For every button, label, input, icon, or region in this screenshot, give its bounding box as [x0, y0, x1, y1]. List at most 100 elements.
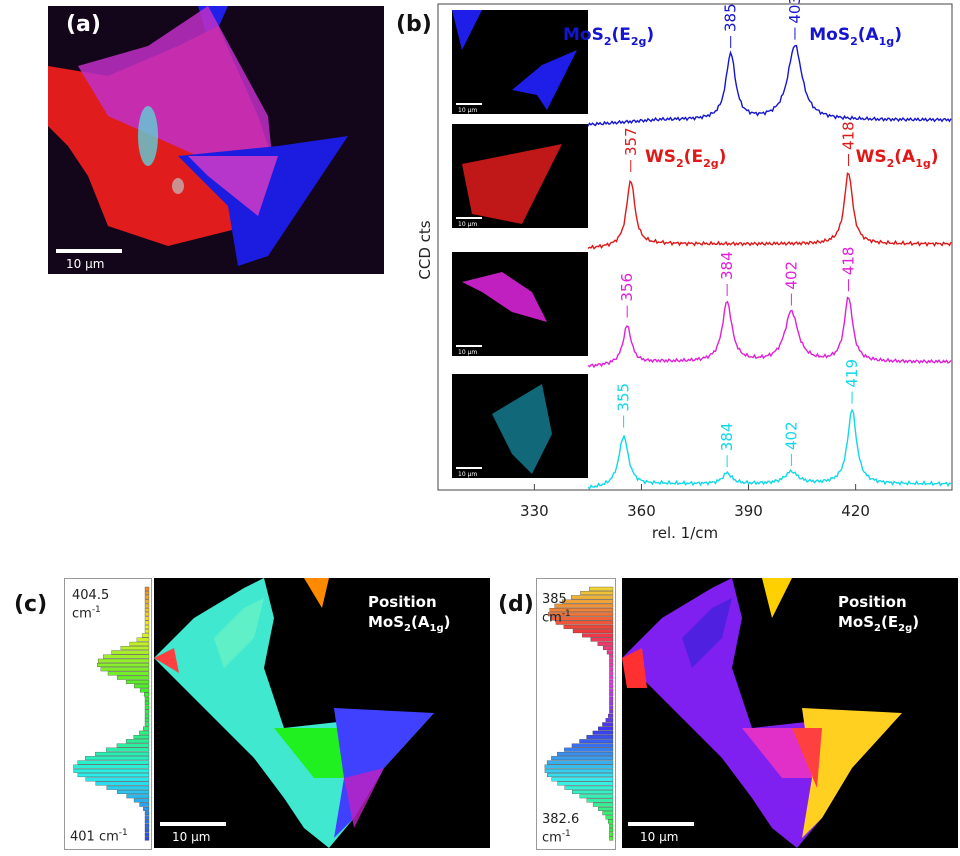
hist-d-bar — [605, 718, 614, 723]
hist-d-bar — [582, 633, 614, 638]
hist-c-bar — [103, 654, 150, 659]
hist-d-bar — [609, 663, 614, 667]
hist-d-bar — [609, 696, 614, 701]
hist-d-bar — [609, 832, 614, 837]
hist-c-bar — [144, 836, 150, 841]
spectrum-line-overlap — [587, 296, 952, 369]
hist-d-bar — [602, 811, 614, 816]
hist-d-bar — [546, 760, 614, 765]
x-tick-label-1: 360 — [627, 502, 656, 520]
hist-d-bar — [605, 815, 614, 820]
raman-spectra-chart: 330 360 390 420 rel. 1/cm CCD cts 10 µm 385 403 M… — [416, 0, 953, 542]
panel-a-scale-bar — [56, 249, 122, 253]
panel-d-hist-bottom-unit: cm — [542, 830, 562, 846]
panel-c-caption-paren: (A — [411, 613, 430, 631]
hist-d-bar — [550, 616, 614, 621]
inset-scale-text-2: 10 µm — [458, 349, 477, 356]
hist-d-bar — [598, 806, 614, 811]
panel-d-caption-mos: MoS — [838, 613, 875, 631]
inset-flakes-2 — [462, 272, 547, 322]
hist-d-bar — [609, 705, 614, 710]
hist-d-bar — [564, 785, 614, 790]
hist-d-bar — [570, 595, 614, 600]
hist-c-bar — [85, 756, 150, 761]
panel-a-label: (a) — [66, 12, 101, 37]
hist-c-bar — [77, 773, 150, 778]
panel-d-histogram — [536, 578, 616, 850]
panel-c-caption-mos: MoS — [368, 613, 405, 631]
hist-c-bar — [144, 713, 150, 718]
panel-c-map: Position MoS2(A1g) 10 µm — [154, 578, 490, 848]
hist-c-bar — [116, 743, 150, 748]
hist-c-bar — [126, 679, 150, 684]
plot-frame — [437, 3, 953, 491]
hist-d-bar — [609, 679, 614, 684]
peak-label-bilayer-2: 402 — [782, 421, 800, 450]
hist-c-bar — [97, 658, 150, 663]
peak-label-bilayer-0: 355 — [615, 383, 633, 412]
hist-d-bar — [544, 768, 614, 773]
panel-c-hist-top-label: 404.5 cm-1 — [72, 588, 109, 621]
panel-c-scale-bar — [160, 822, 226, 826]
hist-d-bar — [572, 790, 614, 794]
panel-d-hist-bottom-label: 382.6 cm-1 — [542, 812, 579, 845]
panel-d-map-flakes — [622, 578, 902, 848]
hist-c-bar — [144, 823, 150, 828]
hist-c-bar — [143, 806, 150, 811]
hist-d-bar — [586, 735, 614, 739]
panel-d-hist-top-unit: cm — [542, 610, 562, 626]
panel-d-hist-top-label: 385 cm-1 — [542, 592, 571, 625]
hist-c-bar — [144, 608, 150, 612]
panel-c-caption-end: ) — [443, 613, 451, 631]
annotation-WS2-0: WS2(E2g) — [645, 147, 726, 170]
panel-d-hist-top-value: 385 — [542, 592, 567, 607]
hist-d-bar — [609, 709, 614, 714]
hist-d-bar — [598, 726, 614, 731]
hist-c-bar — [144, 709, 150, 714]
hist-c-bar — [141, 633, 150, 638]
hist-c-bar — [144, 620, 150, 625]
inset-flakes-3 — [492, 384, 552, 474]
hist-c-bar — [97, 663, 150, 667]
panel-c-hist-top-unit: cm — [72, 606, 92, 622]
panel-d-caption-line1: Position — [838, 593, 907, 611]
hist-c-bar — [144, 718, 150, 723]
hist-d-bar — [609, 667, 614, 672]
panel-c-label: (c) — [14, 592, 48, 617]
hist-c-bar — [136, 637, 150, 642]
hist-c-bar — [139, 802, 150, 807]
hist-c-bar — [133, 735, 150, 739]
hist-c-bar — [111, 650, 150, 655]
hist-c-bar — [144, 696, 150, 701]
panel-c-scale-text: 10 µm — [172, 830, 211, 844]
hist-c-bar — [126, 739, 150, 744]
panel-d-caption-end: ) — [912, 613, 920, 631]
inset-scale-bar-1 — [456, 217, 482, 219]
hist-d-bar — [609, 701, 614, 706]
peak-label-overlap-0: 356 — [618, 273, 636, 302]
hist-c-bar — [129, 641, 150, 646]
hist-d-bar — [597, 641, 614, 646]
hist-c-bar — [73, 768, 150, 773]
hist-c-bar — [106, 785, 150, 790]
hist-d-bar — [606, 650, 614, 655]
panel-d-hist-top-exp: -1 — [561, 609, 571, 619]
y-axis-label: CCD cts — [416, 220, 434, 279]
hist-d-bar — [557, 751, 614, 756]
panel-d-caption: Position MoS2(E2g) — [838, 592, 919, 639]
hist-d-bar — [554, 603, 614, 608]
panel-d-caption-sub2: 2g — [898, 623, 913, 634]
hist-d-bar — [563, 624, 614, 629]
hist-d-bar — [590, 637, 614, 642]
panel-d-caption-sub: 2 — [874, 623, 882, 634]
x-tick-label-0: 330 — [520, 502, 549, 520]
panel-c-map-flakes — [154, 578, 434, 848]
hist-c-bar — [134, 684, 150, 689]
hist-d-bar — [579, 794, 614, 799]
panel-c-hist-bottom-label: 401 cm-1 — [70, 826, 128, 844]
hist-c-bar — [144, 603, 150, 608]
hist-c-bar — [144, 616, 150, 621]
peak-label-overlap-2: 402 — [782, 261, 800, 290]
hist-d-bar — [547, 773, 614, 778]
hist-c-bar — [73, 764, 150, 769]
